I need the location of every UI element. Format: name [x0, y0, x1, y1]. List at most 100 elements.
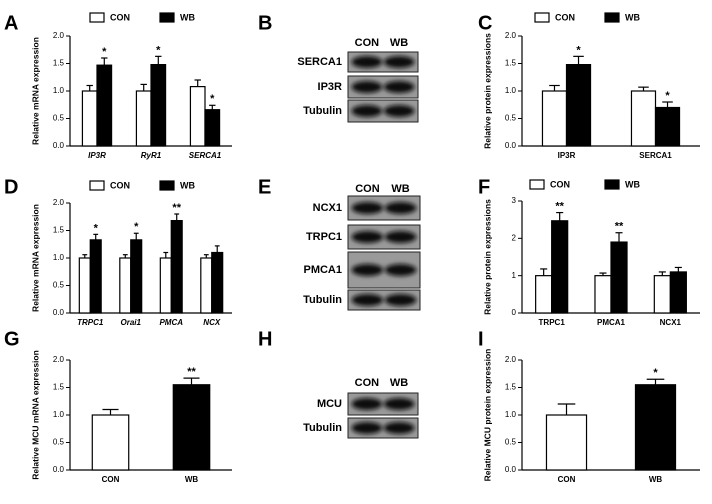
- legend-label: CON: [110, 12, 130, 22]
- y-tick-label: 1.0: [53, 410, 65, 419]
- significance: *: [576, 44, 581, 56]
- legend-swatch: [604, 12, 620, 23]
- y-axis-label: Relative MCU mRNA expression: [30, 350, 40, 480]
- x-tick-label: SERCA1: [639, 151, 672, 160]
- legend-label: CON: [550, 179, 570, 189]
- significance: *: [210, 93, 215, 105]
- x-tick-label: IP3R: [88, 151, 106, 160]
- x-tick-label: IP3R: [558, 151, 576, 160]
- blot-band: [351, 398, 383, 410]
- row-label: NCX1: [313, 202, 342, 214]
- row-label: Tubulin: [303, 294, 342, 306]
- significance: **: [172, 202, 181, 214]
- legend-swatch: [534, 12, 550, 23]
- y-tick-label: 1.5: [53, 383, 65, 392]
- blot-band: [384, 202, 417, 214]
- x-tick-label: RyR1: [141, 151, 162, 160]
- bar: [200, 257, 213, 314]
- x-tick-label: TRPC1: [77, 318, 104, 327]
- blot-band: [384, 294, 417, 306]
- bar: [78, 257, 91, 314]
- y-tick-label: 0.5: [53, 438, 65, 447]
- legend-label: CON: [110, 180, 130, 190]
- bar: [610, 241, 628, 314]
- y-tick-label: 0.0: [505, 141, 517, 150]
- blot-band: [351, 264, 384, 276]
- x-tick-label: PMCA1: [597, 318, 626, 327]
- y-tick-label: 0.0: [53, 308, 65, 317]
- bar: [594, 275, 612, 314]
- significance: **: [555, 200, 564, 212]
- bar: [565, 63, 592, 147]
- blot-band: [351, 294, 384, 306]
- bar: [630, 90, 657, 147]
- bar: [535, 275, 553, 314]
- panel-letter: I: [478, 328, 484, 350]
- y-tick-label: 1.0: [53, 253, 65, 262]
- significance: *: [665, 90, 670, 102]
- legend-swatch: [159, 12, 175, 23]
- y-tick-label: 0: [512, 308, 517, 317]
- x-tick-label: WB: [649, 475, 663, 484]
- x-tick-label: CON: [558, 475, 576, 484]
- significance: *: [94, 222, 99, 234]
- y-tick-label: 0.5: [53, 281, 65, 290]
- bar: [91, 414, 130, 471]
- y-tick-label: 0.0: [53, 465, 65, 474]
- significance: *: [102, 46, 107, 58]
- blot-band: [383, 56, 415, 68]
- x-tick-label: NCX1: [660, 318, 682, 327]
- y-tick-label: 2: [512, 233, 517, 242]
- significance: *: [156, 44, 161, 56]
- bar: [172, 384, 211, 471]
- bar: [669, 271, 687, 314]
- y-tick-label: 1.0: [505, 410, 517, 419]
- bar: [654, 106, 681, 147]
- y-tick-label: 1.5: [53, 226, 65, 235]
- bar: [211, 251, 224, 314]
- bar: [653, 275, 671, 314]
- y-tick-label: 2.0: [53, 355, 65, 364]
- row-label: Tubulin: [303, 422, 342, 434]
- y-tick-label: 2.0: [505, 31, 517, 40]
- blot-band: [351, 56, 383, 68]
- y-axis-label: Relative protein expressions: [482, 199, 492, 315]
- y-tick-label: 1.0: [505, 86, 517, 95]
- legend-swatch: [159, 180, 175, 191]
- legend-label: WB: [625, 12, 640, 22]
- bar: [135, 90, 152, 147]
- lane-label: WB: [391, 183, 409, 195]
- y-tick-label: 1.5: [505, 383, 517, 392]
- row-label: Tubulin: [303, 105, 342, 117]
- significance: *: [134, 221, 139, 233]
- lane-label: CON: [355, 37, 380, 49]
- y-axis-label: Relative protein expressions: [482, 33, 492, 149]
- row-label: SERCA1: [297, 56, 342, 68]
- legend-swatch: [89, 12, 105, 23]
- y-tick-label: 1.5: [53, 59, 65, 68]
- row-label: PMCA1: [303, 264, 342, 276]
- lane-label: WB: [390, 37, 408, 49]
- y-tick-label: 1.5: [505, 59, 517, 68]
- significance: **: [615, 221, 624, 233]
- significance: **: [187, 366, 196, 378]
- x-tick-label: Orai1: [121, 318, 142, 327]
- lane-label: CON: [355, 377, 380, 389]
- blot-band: [351, 81, 383, 93]
- bar: [119, 257, 132, 314]
- y-tick-label: 2.0: [53, 198, 65, 207]
- blot-band: [383, 105, 415, 117]
- y-tick-label: 3: [512, 196, 517, 205]
- lane-label: WB: [390, 377, 408, 389]
- bar: [204, 109, 221, 147]
- blot-band: [383, 81, 415, 93]
- panel-letter: F: [478, 176, 490, 198]
- y-tick-label: 2.0: [53, 31, 65, 40]
- bar: [150, 63, 167, 147]
- x-tick-label: NCX: [203, 318, 221, 327]
- row-label: MCU: [317, 398, 342, 410]
- legend-label: WB: [180, 12, 195, 22]
- legend-label: CON: [555, 12, 575, 22]
- lane-label: CON: [355, 183, 380, 195]
- legend-swatch: [529, 179, 545, 190]
